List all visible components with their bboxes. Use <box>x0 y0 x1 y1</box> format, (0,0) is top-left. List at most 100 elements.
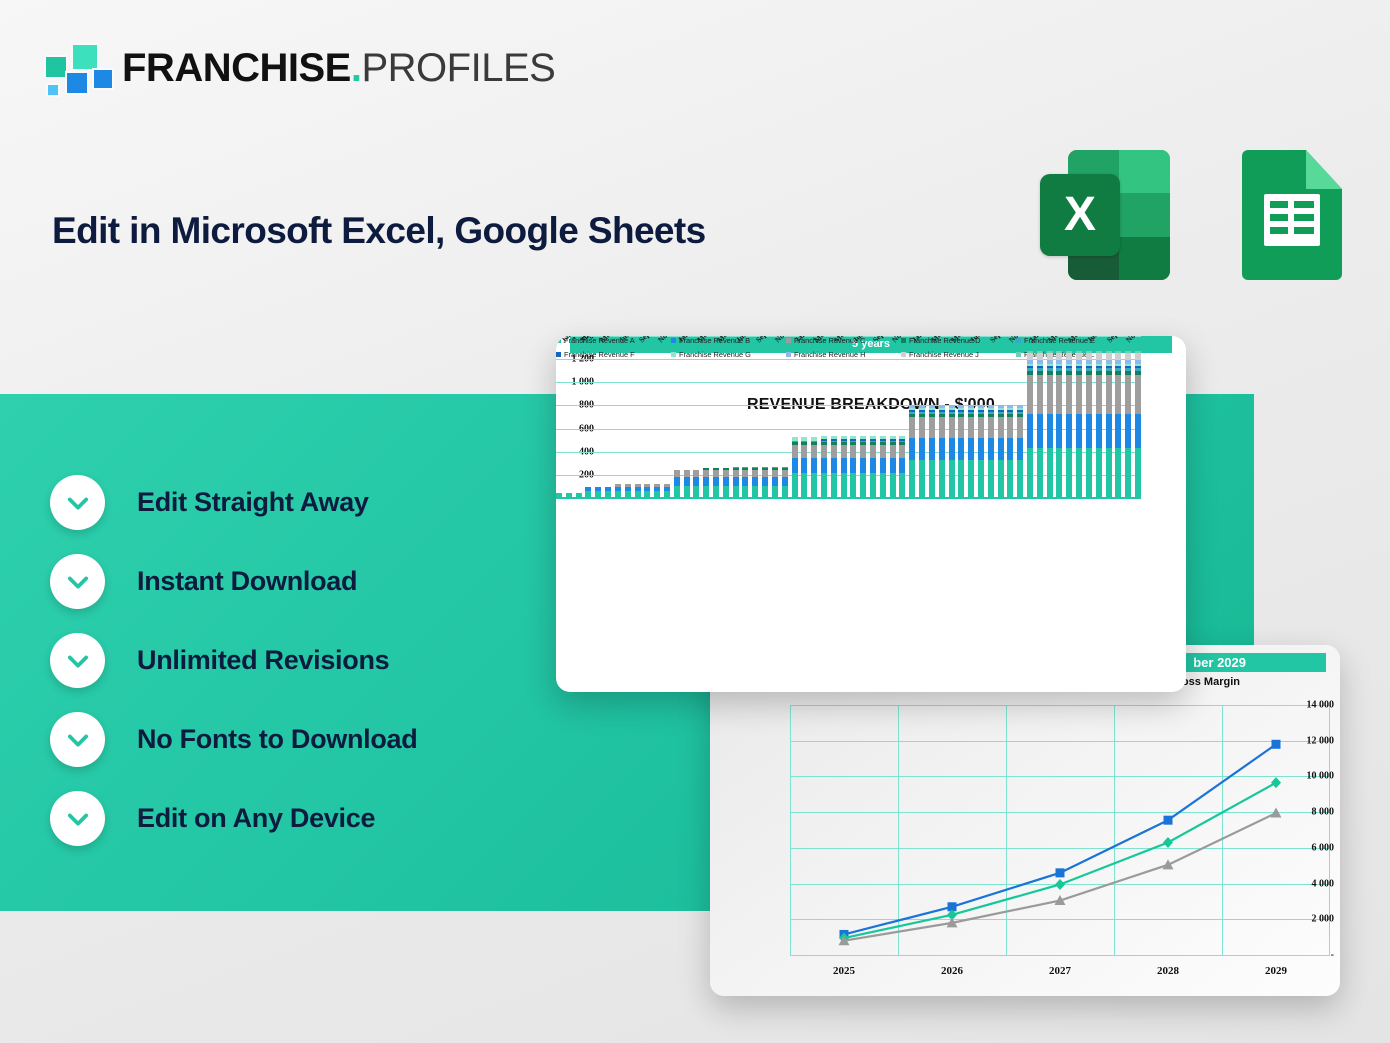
google-sheets-icon[interactable] <box>1242 150 1342 280</box>
feature-item[interactable]: Instant Download <box>50 542 570 621</box>
bar-segment <box>811 440 818 443</box>
series-marker <box>838 935 850 946</box>
bar-segment <box>1027 365 1033 369</box>
bar-segment <box>987 438 994 461</box>
bar <box>771 467 778 498</box>
bar-segment <box>928 460 935 498</box>
bar-segment <box>1007 409 1014 412</box>
bar-segment <box>585 487 592 492</box>
revenue-card-banner: 5 years <box>570 336 1172 353</box>
bar-segment <box>634 487 641 492</box>
bar <box>1066 351 1073 498</box>
bar-segment <box>919 413 926 418</box>
gridline-vertical <box>1006 705 1007 955</box>
feature-label: No Fonts to Download <box>137 724 418 754</box>
bar-segment <box>1125 448 1132 498</box>
bar <box>781 467 788 498</box>
bar-segment <box>830 444 837 459</box>
bar-segment <box>732 477 739 486</box>
bar <box>663 483 670 498</box>
series-marker <box>1162 859 1174 870</box>
margin-y-axis <box>710 705 782 955</box>
bar-segment <box>1027 352 1033 360</box>
bar <box>605 487 612 498</box>
legend-item: Franchise Revenue C <box>786 336 901 345</box>
bar-segment <box>840 439 847 441</box>
bar-segment <box>840 458 847 474</box>
bar-segment <box>928 417 935 439</box>
bar-segment <box>1125 359 1132 364</box>
bar-segment <box>820 458 827 474</box>
bar-segment <box>1095 370 1102 376</box>
bar-segment <box>1076 352 1083 360</box>
bar-segment <box>1134 413 1141 449</box>
bar-segment <box>811 442 818 445</box>
series-line <box>843 743 1277 936</box>
chevron-down-icon[interactable] <box>50 791 105 846</box>
x-tick-label: Jul-26 <box>734 336 755 344</box>
bar-segment <box>820 473 827 498</box>
bar-segment <box>1134 375 1141 414</box>
bar-segment <box>879 435 886 440</box>
gross-margin-chart-card[interactable]: ber 2029 oss Margin 2025 2026 2027 2028 2029… <box>710 645 1340 996</box>
bar-segment <box>1027 363 1033 366</box>
bar-segment <box>1036 365 1043 369</box>
bar-segment <box>614 487 621 492</box>
revenue-breakdown-chart-card[interactable]: 5 years REVENUE BREAKDOWN - $'000 Franch… <box>556 336 1186 692</box>
bar <box>644 483 651 498</box>
feature-item[interactable]: Edit Straight Away <box>50 463 570 542</box>
bar-segment <box>938 405 945 409</box>
microsoft-excel-icon[interactable]: X <box>1040 150 1170 280</box>
chevron-down-icon[interactable] <box>50 554 105 609</box>
bar-segment <box>889 444 896 459</box>
bar-segment <box>673 470 680 478</box>
bar-segment <box>1076 363 1083 366</box>
feature-item[interactable]: No Fonts to Download <box>50 700 570 779</box>
series-marker <box>1271 777 1281 789</box>
bar-segment <box>624 491 631 498</box>
brand-logo[interactable]: FRANCHISE.PROFILES <box>44 40 556 97</box>
bar-segment <box>1134 363 1141 366</box>
bar-segment <box>732 467 739 469</box>
bar-segment <box>1105 375 1112 414</box>
bar-segment <box>909 408 916 410</box>
bar-segment <box>1036 351 1043 353</box>
bar-segment <box>987 408 994 410</box>
gridline-vertical <box>1222 705 1223 955</box>
chevron-down-icon[interactable] <box>50 712 105 767</box>
bar-segment <box>1056 375 1063 414</box>
bar-segment <box>811 473 818 498</box>
bar-segment <box>1134 359 1141 364</box>
chevron-down-icon[interactable] <box>50 633 105 688</box>
bar-segment <box>1125 352 1132 360</box>
bar-segment <box>713 470 719 478</box>
bar <box>899 435 906 498</box>
bar-segment <box>909 460 916 498</box>
bar-segment <box>850 442 857 445</box>
bar-segment <box>703 485 710 498</box>
bar-segment <box>771 468 778 471</box>
gridline <box>556 382 1141 384</box>
bar-segment <box>1036 413 1043 449</box>
series-marker <box>1271 739 1281 749</box>
revenue-plot-area <box>556 336 1141 499</box>
bar-segment <box>820 439 827 441</box>
bar-segment <box>1066 363 1073 366</box>
bar-segment <box>1085 352 1092 360</box>
bar-segment <box>948 438 955 461</box>
bar-segment <box>1027 368 1033 371</box>
bar-segment <box>1085 351 1092 353</box>
feature-item[interactable]: Unlimited Revisions <box>50 621 570 700</box>
feature-item[interactable]: Edit on Any Device <box>50 779 570 858</box>
bar <box>811 437 818 498</box>
bar-segment <box>1007 438 1014 461</box>
bar-segment <box>889 435 896 440</box>
bar-segment <box>1036 448 1043 498</box>
bar-segment <box>997 417 1004 439</box>
bar-segment <box>987 460 994 498</box>
bar-segment <box>977 405 984 409</box>
bar-segment <box>1095 448 1102 498</box>
gridline <box>790 740 1330 742</box>
chevron-down-icon[interactable] <box>50 475 105 530</box>
bar-segment <box>987 411 994 414</box>
